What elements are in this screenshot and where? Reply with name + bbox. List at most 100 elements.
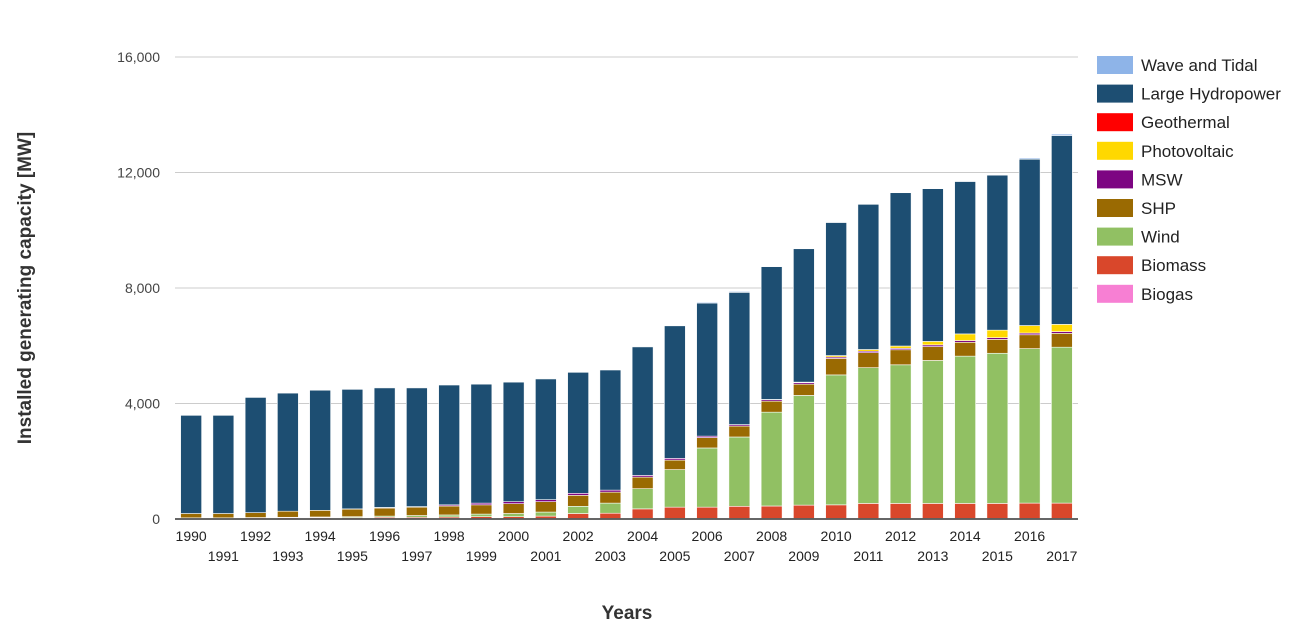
bar-segment-photovoltaic: [986, 329, 1009, 338]
bar-segment-biomass: [1018, 502, 1041, 519]
bar-segment-biomass: [889, 503, 912, 519]
bar-segment-wind: [825, 374, 847, 506]
x-tick-label: 2005: [659, 548, 690, 564]
x-tick-label: 1997: [401, 548, 432, 564]
bar-segment-wind: [696, 447, 718, 508]
x-tick-label: 1995: [337, 548, 368, 564]
x-tick-label: 1993: [272, 548, 303, 564]
bar-segment-shp: [180, 513, 202, 519]
x-tick-label: 2008: [756, 528, 787, 544]
bar-segment-wave-and-tidal: [889, 191, 912, 194]
bar-segment-wind: [728, 436, 751, 507]
bar-segment-shp: [438, 505, 460, 516]
bar-segment-shp: [277, 510, 299, 518]
bar-segment-wave-and-tidal: [922, 187, 944, 189]
y-tick-label: 8,000: [125, 280, 160, 296]
bar-segment-large-hydropower: [631, 346, 654, 476]
bar-segment-wave-and-tidal: [857, 203, 880, 205]
bar-segment-wave-and-tidal: [760, 265, 783, 267]
y-tick-label: 4,000: [125, 396, 160, 412]
x-tick-label: 2000: [498, 528, 529, 544]
bar-segment-photovoltaic: [922, 341, 944, 346]
bar-segment-wind: [1018, 348, 1041, 504]
bar-segment-shp: [373, 507, 396, 517]
bar-segment-shp: [212, 513, 235, 519]
bar-segment-wave-and-tidal: [793, 247, 815, 250]
bar-segment-shp: [728, 425, 751, 438]
bar-segment-photovoltaic: [1051, 324, 1073, 332]
legend-label-msw: MSW: [1141, 170, 1183, 189]
bar-segment-wind: [470, 513, 493, 517]
bar-segment-wave-and-tidal: [1018, 157, 1041, 160]
bar-stacks: [180, 133, 1073, 520]
bar-segment-msw: [567, 493, 589, 496]
legend-swatch-photovoltaic: [1097, 141, 1133, 160]
bar-segment-shp: [1051, 333, 1073, 348]
bar-segment-wind: [664, 469, 686, 508]
x-tick-label: 2001: [530, 548, 561, 564]
bar-segment-large-hydropower: [954, 181, 976, 335]
bar-segment-large-hydropower: [341, 389, 364, 510]
bar-segment-shp: [857, 352, 880, 368]
x-tick-label: 2009: [788, 548, 819, 564]
bar-segment-shp: [406, 506, 428, 516]
bar-segment-shp: [567, 495, 589, 507]
bar-segment-msw: [535, 499, 557, 502]
bar-segment-biomass: [857, 503, 880, 519]
bar-segment-large-hydropower: [277, 392, 299, 512]
legend-swatch-large-hydropower: [1097, 84, 1133, 103]
bar-segment-wind: [986, 352, 1009, 504]
bar-segment-shp: [696, 437, 718, 449]
legend-swatch-wave-and-tidal: [1097, 56, 1133, 74]
bar-segment-large-hydropower: [438, 384, 460, 506]
bar-segment-large-hydropower: [889, 192, 912, 347]
bar-segment-shp: [922, 346, 944, 361]
bar-segment-large-hydropower: [1051, 135, 1073, 325]
legend[interactable]: Wave and Tidal Large Hydropower Geothermal…: [1097, 56, 1281, 304]
legend-label-large-hydropower: Large Hydropower: [1141, 85, 1281, 104]
bar-segment-large-hydropower: [212, 415, 235, 514]
bar-segment-shp: [954, 341, 976, 357]
bar-segment-photovoltaic: [889, 345, 912, 349]
legend-swatch-biomass: [1097, 256, 1133, 275]
x-tick-label: 2012: [885, 528, 916, 544]
bar-segment-large-hydropower: [922, 188, 944, 342]
bar-segment-biomass: [696, 506, 718, 519]
x-tick-label: 1996: [369, 528, 400, 544]
legend-label-wave-and-tidal: Wave and Tidal: [1141, 56, 1258, 75]
bar-segment-shp: [986, 339, 1009, 354]
bar-segment-large-hydropower: [373, 387, 396, 508]
x-tick-label: 2003: [595, 548, 626, 564]
bar-segment-shp: [244, 512, 267, 518]
y-tick-label: 0: [152, 511, 160, 527]
x-tick-label: 1998: [434, 528, 465, 544]
y-tick-labels: 0 4,000 8,000 12,000 16,000: [117, 49, 160, 527]
bar-segment-large-hydropower: [825, 222, 847, 356]
bar-segment-large-hydropower: [406, 387, 428, 507]
bar-segment-photovoltaic: [954, 333, 976, 341]
legend-swatch-biogas: [1097, 284, 1133, 303]
x-tick-label: 2015: [982, 548, 1013, 564]
bar-segment-biomass: [599, 512, 622, 519]
bar-segment-wave-and-tidal: [825, 221, 847, 223]
bar-segment-shp: [825, 358, 847, 376]
bar-segment-shp: [502, 503, 525, 514]
bar-segment-shp: [470, 504, 493, 515]
bar-segment-wind: [599, 502, 622, 514]
x-tick-label: 1990: [176, 528, 207, 544]
bar-segment-wind: [535, 511, 557, 517]
bar-segment-wind: [760, 411, 783, 507]
x-tick-label: 1994: [305, 528, 336, 544]
bar-segment-large-hydropower: [1018, 158, 1041, 326]
bar-segment-large-hydropower: [502, 381, 525, 502]
bar-segment-large-hydropower: [857, 203, 880, 350]
x-tick-label: 2016: [1014, 528, 1045, 544]
bar-segment-biomass: [986, 503, 1009, 519]
y-tick-label: 12,000: [117, 165, 160, 181]
bar-segment-wind: [793, 395, 815, 506]
bar-segment-biomass: [793, 504, 815, 519]
legend-swatch-shp: [1097, 199, 1133, 217]
bar-segment-wind: [889, 364, 912, 504]
bar-segment-large-hydropower: [244, 397, 267, 513]
